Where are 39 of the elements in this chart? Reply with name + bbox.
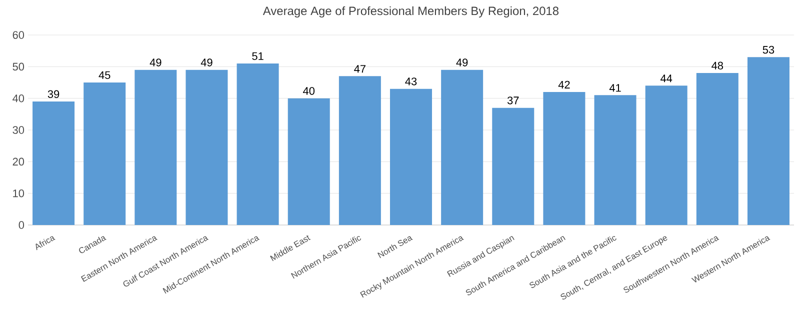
data-label: 42 <box>558 80 570 88</box>
bar <box>441 70 484 225</box>
data-label: 39 <box>48 90 60 98</box>
data-label: 49 <box>456 58 468 66</box>
data-label: 43 <box>405 78 417 86</box>
bar <box>390 88 432 225</box>
bar <box>32 102 75 225</box>
y-tick-label: 60 <box>12 31 24 39</box>
bar <box>645 86 688 225</box>
data-label: 49 <box>200 58 212 66</box>
data-label: 47 <box>354 65 366 73</box>
data-label: 48 <box>712 62 724 70</box>
bar <box>696 73 738 225</box>
bar <box>288 98 330 225</box>
bar <box>84 82 126 225</box>
data-label: 40 <box>303 87 315 95</box>
data-label: 41 <box>609 84 621 92</box>
bar <box>543 92 586 225</box>
bar <box>492 108 534 225</box>
y-tick-label: 30 <box>12 126 24 134</box>
y-tick-label: 50 <box>12 62 24 71</box>
data-label: 44 <box>660 74 672 82</box>
y-tick-label: 20 <box>12 158 24 166</box>
bar <box>338 76 381 225</box>
y-tick-label: 0 <box>18 221 24 229</box>
bar <box>594 95 636 225</box>
data-label: 53 <box>762 46 774 54</box>
data-label: 51 <box>252 52 264 60</box>
data-label: 45 <box>98 71 110 79</box>
y-tick-label: 40 <box>12 94 24 102</box>
chart-title: Average Age of Professional Members By Region, 2018 <box>262 6 559 18</box>
data-label: 37 <box>507 96 519 104</box>
bar <box>186 70 228 225</box>
bar <box>134 70 177 225</box>
y-tick-label: 10 <box>13 189 24 198</box>
bar <box>747 57 790 225</box>
bar <box>236 64 279 225</box>
x-tick-label: North Sea <box>377 236 413 258</box>
data-label: 49 <box>150 58 162 66</box>
